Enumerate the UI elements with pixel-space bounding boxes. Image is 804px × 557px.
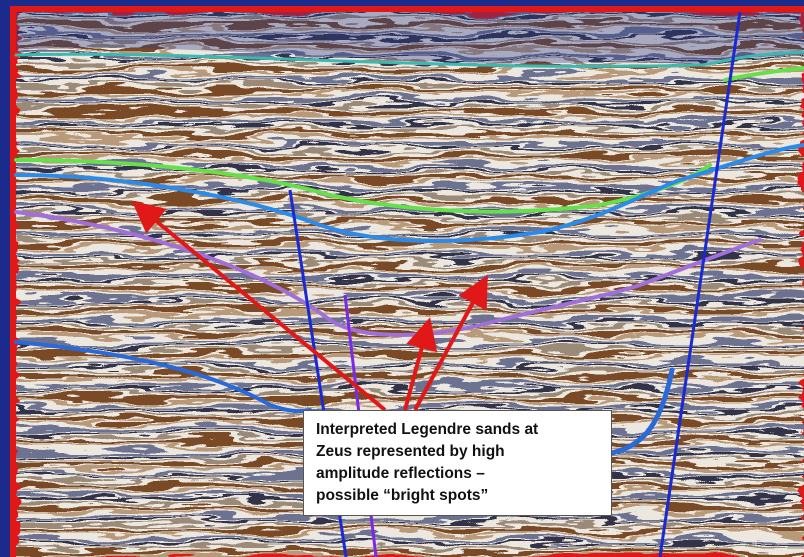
annotation-box: Interpreted Legendre sands at Zeus repre…: [303, 410, 612, 516]
horizon-blue: [14, 143, 804, 243]
top-band: [16, 12, 804, 65]
arrow: [131, 200, 387, 412]
annotation-line: amplitude reflections –: [316, 465, 485, 482]
horizon-green-east: [723, 66, 804, 82]
horizon-cyan: [14, 50, 804, 68]
arrows: [131, 200, 488, 412]
horizon-lower: [14, 340, 312, 414]
fault: [658, 11, 742, 557]
annotation-line: Interpreted Legendre sands at: [316, 421, 539, 438]
annotation-line: Zeus represented by high: [316, 443, 505, 460]
horizon-lower-east: [597, 367, 675, 458]
annotation-line: possible “bright spots”: [316, 487, 489, 504]
arrow: [413, 274, 488, 411]
arrow: [403, 317, 438, 411]
